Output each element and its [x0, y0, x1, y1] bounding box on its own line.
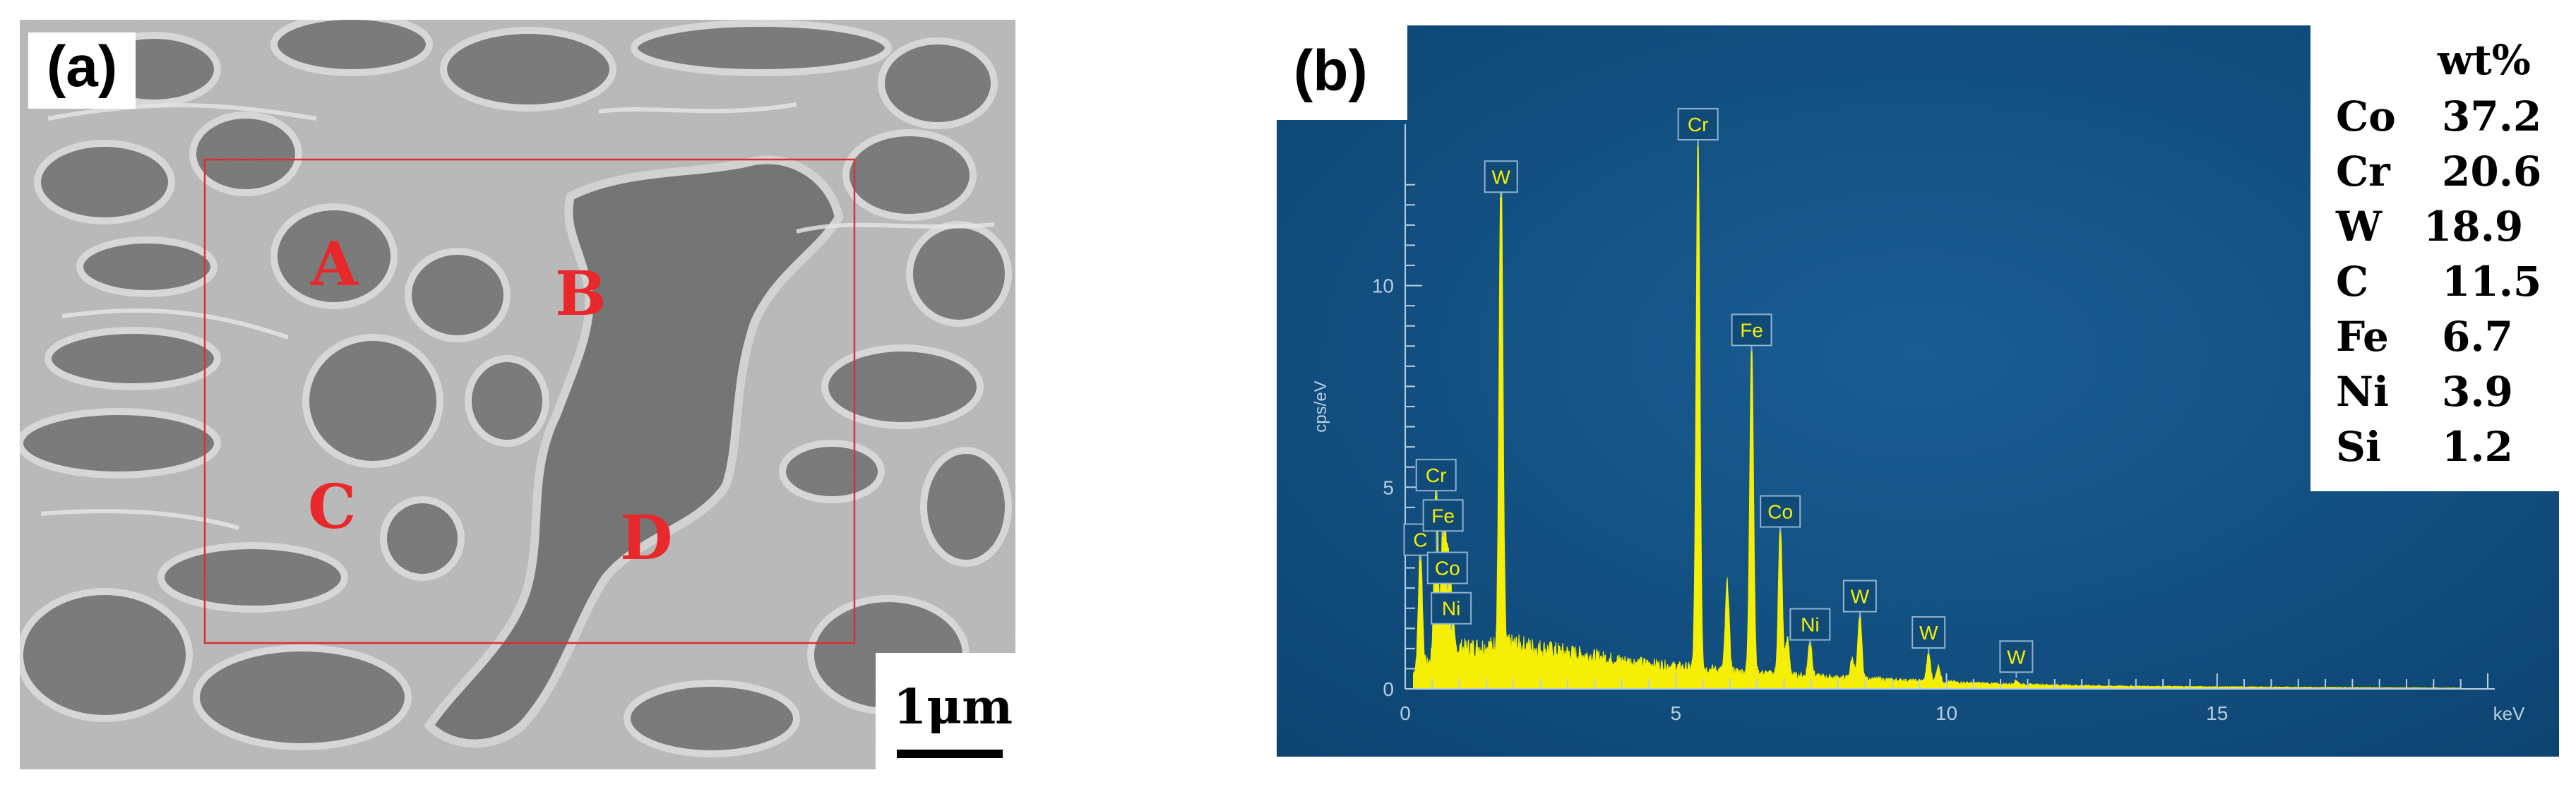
element-wt: 1.2 [2442, 423, 2513, 471]
peak-label: Fe [1740, 319, 1763, 341]
element-wt: 11.5 [2442, 258, 2542, 306]
peak-label-box [1912, 616, 1946, 649]
element-wt: 37.2 [2442, 92, 2542, 140]
scale-bar-label: 1μm [893, 679, 1013, 735]
element-symbol: Si [2336, 423, 2381, 471]
peak-label: C [1413, 529, 1427, 551]
phase-label-b: B [555, 258, 607, 330]
element-symbol: Ni [2336, 368, 2390, 416]
sem-image [20, 20, 1015, 769]
peak-label-box [1760, 495, 1801, 528]
peak-label: Co [1767, 501, 1793, 523]
panel-a-label: (a) [28, 32, 136, 109]
peak-label-box [1484, 160, 1518, 193]
peak-label-box [1731, 313, 1772, 347]
phase-label-c: C [308, 471, 357, 543]
element-symbol: C [2336, 258, 2369, 306]
element-symbol: Cr [2336, 148, 2390, 196]
element-wt: 3.9 [2442, 368, 2513, 416]
analysis-area-box [203, 158, 856, 644]
y-tick-label: 0 [1383, 678, 1394, 700]
y-tick-label: 10 [1372, 275, 1394, 297]
phase-label-d: D [620, 503, 673, 574]
y-tick-label: 5 [1383, 476, 1394, 498]
element-symbol: W [2336, 203, 2383, 251]
peak-label: W [1851, 586, 1870, 608]
peak-label: Ni [1442, 598, 1460, 620]
spectrum-area [1412, 126, 2462, 690]
element-wt: 6.7 [2442, 313, 2513, 361]
phase-label-a: A [311, 229, 358, 300]
element-wt: 20.6 [2442, 148, 2542, 196]
peak-label: Fe [1431, 505, 1455, 527]
peak-label-box [1415, 459, 1457, 492]
peak-label: W [2007, 646, 2026, 668]
peak-label: Cr [1426, 464, 1447, 486]
element-symbol: Co [2336, 92, 2396, 140]
peak-label-box [1426, 551, 1468, 584]
composition-table: wt% Co 37.2 Cr 20.6 W 18.9 C 11.5 Fe 6.7… [2310, 25, 2559, 491]
panel-b-label: (b) [1277, 25, 1407, 120]
peak-label: Co [1435, 558, 1460, 579]
peak-label-box [1431, 591, 1472, 625]
peak-label: W [1919, 622, 1938, 644]
peak-label-box [1842, 579, 1877, 613]
y-axis-label: cps/eV [1311, 380, 1330, 432]
scale-bar [897, 750, 1003, 758]
x-axis-label: keV [2493, 703, 2525, 724]
peak-label: Cr [1688, 114, 1709, 136]
x-tick-label: 10 [1936, 702, 1957, 724]
x-tick-label: 0 [1400, 702, 1411, 724]
peak-label-box [1422, 499, 1464, 532]
table-header: wt% [2438, 36, 2531, 84]
peak-label-box [1677, 108, 1719, 140]
element-symbol: Fe [2336, 313, 2389, 361]
peak-label: Ni [1801, 614, 1819, 636]
peak-label-box [1789, 608, 1831, 641]
peak-label: W [1491, 166, 1510, 188]
sem-micrograph [20, 20, 1015, 769]
element-wt: 18.9 [2423, 203, 2524, 251]
x-tick-label: 5 [1670, 702, 1681, 724]
x-tick-label: 15 [2206, 702, 2228, 724]
peak-label-box [1999, 640, 2034, 673]
